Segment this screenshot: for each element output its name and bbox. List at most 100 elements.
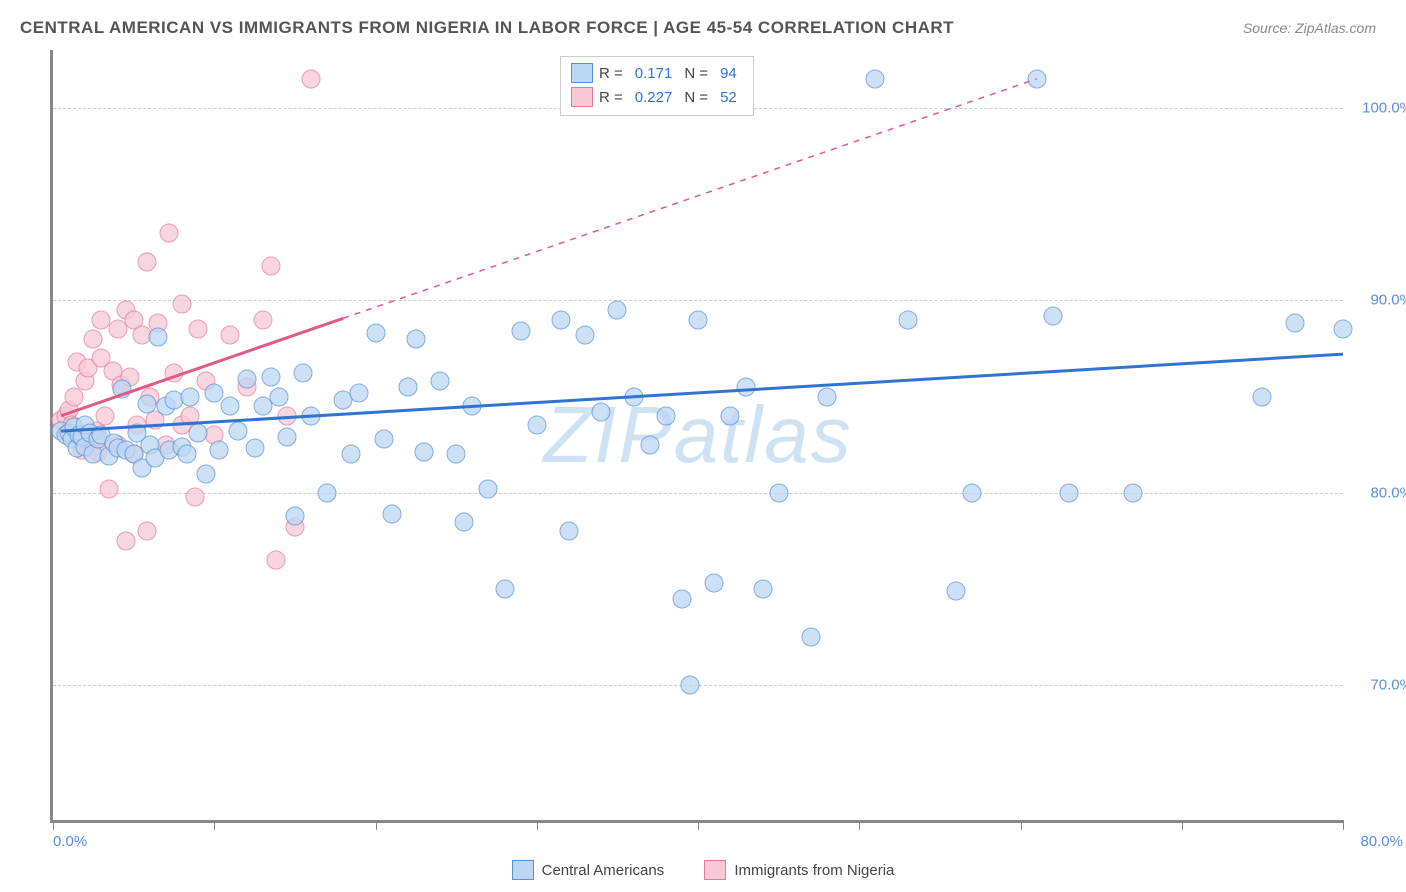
x-tick: [376, 820, 377, 830]
scatter-point-a: [447, 445, 466, 464]
scatter-point-b: [185, 487, 204, 506]
y-tick-label: 80.0%: [1370, 484, 1406, 501]
scatter-point-b: [137, 522, 156, 541]
scatter-point-a: [245, 439, 264, 458]
scatter-point-a: [866, 69, 885, 88]
scatter-point-a: [463, 397, 482, 416]
scatter-point-a: [1285, 314, 1304, 333]
y-tick-label: 100.0%: [1362, 99, 1406, 116]
scatter-point-a: [592, 402, 611, 421]
x-tick: [1343, 820, 1344, 830]
x-tick: [698, 820, 699, 830]
scatter-point-a: [148, 327, 167, 346]
scatter-point-b: [95, 406, 114, 425]
scatter-point-a: [137, 395, 156, 414]
scatter-point-a: [680, 676, 699, 695]
scatter-point-b: [261, 256, 280, 275]
swatch-series-a: [571, 63, 593, 83]
scatter-point-a: [1043, 306, 1062, 325]
swatch-series-b: [704, 860, 726, 880]
chart-source: Source: ZipAtlas.com: [1243, 20, 1376, 36]
scatter-point-b: [137, 252, 156, 271]
scatter-point-a: [672, 589, 691, 608]
stat-r-label: R =: [599, 89, 623, 106]
scatter-point-a: [350, 383, 369, 402]
legend-series-box: Central Americans Immigrants from Nigeri…: [0, 860, 1406, 884]
scatter-point-b: [266, 551, 285, 570]
scatter-point-a: [608, 300, 627, 319]
scatter-point-a: [963, 483, 982, 502]
scatter-point-a: [527, 416, 546, 435]
scatter-point-a: [705, 574, 724, 593]
x-tick-label: 0.0%: [53, 833, 87, 850]
scatter-point-b: [84, 329, 103, 348]
scatter-point-a: [237, 370, 256, 389]
scatter-point-a: [221, 397, 240, 416]
scatter-point-a: [1027, 69, 1046, 88]
scatter-point-a: [366, 323, 385, 342]
scatter-point-a: [302, 406, 321, 425]
legend-item-a: Central Americans: [512, 860, 665, 880]
scatter-point-a: [398, 377, 417, 396]
y-tick-label: 70.0%: [1370, 677, 1406, 694]
gridline: [53, 493, 1343, 494]
swatch-series-b: [571, 87, 593, 107]
scatter-point-a: [898, 310, 917, 329]
scatter-point-a: [229, 422, 248, 441]
stat-n-label: N =: [684, 65, 708, 82]
scatter-point-a: [277, 427, 296, 446]
scatter-point-a: [285, 506, 304, 525]
stat-r-value-a: 0.171: [635, 65, 673, 82]
scatter-point-b: [253, 310, 272, 329]
scatter-point-a: [414, 443, 433, 462]
scatter-point-a: [947, 581, 966, 600]
scatter-point-a: [382, 504, 401, 523]
scatter-point-a: [624, 387, 643, 406]
stat-n-value-b: 52: [720, 89, 737, 106]
watermark-text: ZIPatlas: [543, 389, 852, 481]
scatter-point-a: [1124, 483, 1143, 502]
x-tick: [537, 820, 538, 830]
scatter-point-b: [173, 295, 192, 314]
scatter-point-b: [116, 531, 135, 550]
scatter-point-a: [205, 383, 224, 402]
scatter-point-b: [100, 479, 119, 498]
scatter-point-a: [818, 387, 837, 406]
scatter-point-a: [560, 522, 579, 541]
stat-n-value-a: 94: [720, 65, 737, 82]
legend-label-b: Immigrants from Nigeria: [734, 862, 894, 879]
scatter-point-a: [181, 387, 200, 406]
legend-stats-row-a: R = 0.171 N = 94: [571, 61, 743, 85]
x-tick: [214, 820, 215, 830]
scatter-point-b: [302, 69, 321, 88]
x-tick-label: 80.0%: [1360, 833, 1403, 850]
scatter-point-a: [189, 424, 208, 443]
scatter-point-a: [177, 445, 196, 464]
x-tick: [53, 820, 54, 830]
scatter-point-a: [640, 435, 659, 454]
scatter-point-a: [753, 580, 772, 599]
scatter-point-a: [1334, 320, 1353, 339]
scatter-point-a: [261, 368, 280, 387]
scatter-plot-area: ZIPatlas 70.0%80.0%90.0%100.0%0.0%80.0%: [50, 50, 1343, 823]
scatter-point-a: [801, 628, 820, 647]
y-tick-label: 90.0%: [1370, 292, 1406, 309]
scatter-point-b: [181, 406, 200, 425]
scatter-point-a: [197, 464, 216, 483]
scatter-point-a: [576, 325, 595, 344]
scatter-point-a: [1253, 387, 1272, 406]
scatter-point-b: [164, 364, 183, 383]
scatter-point-a: [479, 479, 498, 498]
scatter-point-a: [431, 372, 450, 391]
scatter-point-a: [455, 512, 474, 531]
scatter-point-a: [342, 445, 361, 464]
swatch-series-a: [512, 860, 534, 880]
legend-stats-row-b: R = 0.227 N = 52: [571, 85, 743, 109]
scatter-point-b: [277, 406, 296, 425]
stat-r-label: R =: [599, 65, 623, 82]
scatter-point-a: [406, 329, 425, 348]
stat-n-label: N =: [684, 89, 708, 106]
scatter-point-a: [210, 441, 229, 460]
x-tick: [859, 820, 860, 830]
scatter-point-a: [293, 364, 312, 383]
